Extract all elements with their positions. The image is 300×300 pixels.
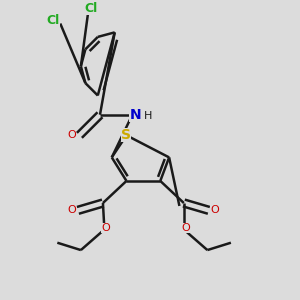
Text: O: O [181,223,190,233]
Text: O: O [68,206,76,215]
Text: S: S [122,128,131,142]
Text: Cl: Cl [46,14,59,27]
Text: O: O [101,223,110,233]
Text: O: O [68,130,76,140]
Text: N: N [130,108,141,122]
Text: H: H [144,111,153,121]
Text: O: O [210,206,219,215]
Text: Cl: Cl [85,2,98,15]
